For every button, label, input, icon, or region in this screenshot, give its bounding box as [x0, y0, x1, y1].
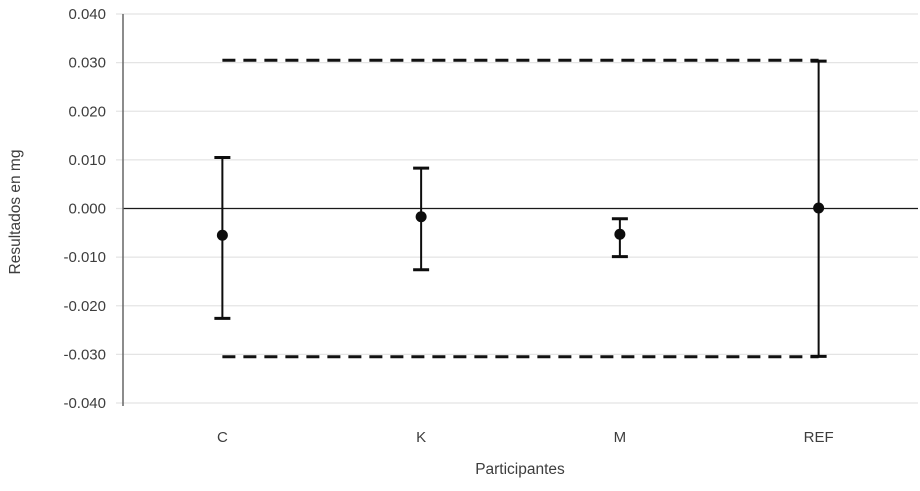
error-bar-C	[214, 155, 231, 320]
data-point-REF	[813, 202, 825, 214]
error-bar-M	[611, 217, 628, 259]
y-tick-label: 0.020	[68, 103, 106, 120]
data-point-K	[415, 211, 427, 223]
error-bar-K	[413, 166, 430, 272]
y-axis-title: Resultados en mg	[7, 150, 24, 275]
y-tick-label: 0.000	[68, 201, 106, 218]
y-tick-label: -0.020	[63, 298, 106, 315]
limit-lines	[222, 58, 819, 359]
axis-labels: 0.040 0.030 0.020 0.010 0.000 -0.010 -0.020 -0.…	[63, 6, 833, 446]
x-axis-title: Participantes	[475, 461, 565, 478]
x-category-label: C	[217, 429, 228, 446]
x-category-label: M	[614, 429, 627, 446]
y-tick-label: 0.040	[68, 6, 106, 23]
y-tick-label: -0.010	[63, 249, 106, 266]
error-bar-REF	[810, 59, 827, 358]
y-tick-label: -0.030	[63, 346, 106, 363]
data-point-C	[216, 229, 228, 241]
y-tick-label: 0.030	[68, 55, 106, 72]
axes	[122, 14, 918, 406]
data-series	[214, 59, 827, 358]
y-tick-label: 0.010	[68, 152, 106, 169]
x-category-label: K	[416, 429, 426, 446]
data-point-M	[614, 228, 626, 240]
y-tick-label: -0.040	[63, 395, 106, 412]
x-category-label: REF	[804, 429, 834, 446]
